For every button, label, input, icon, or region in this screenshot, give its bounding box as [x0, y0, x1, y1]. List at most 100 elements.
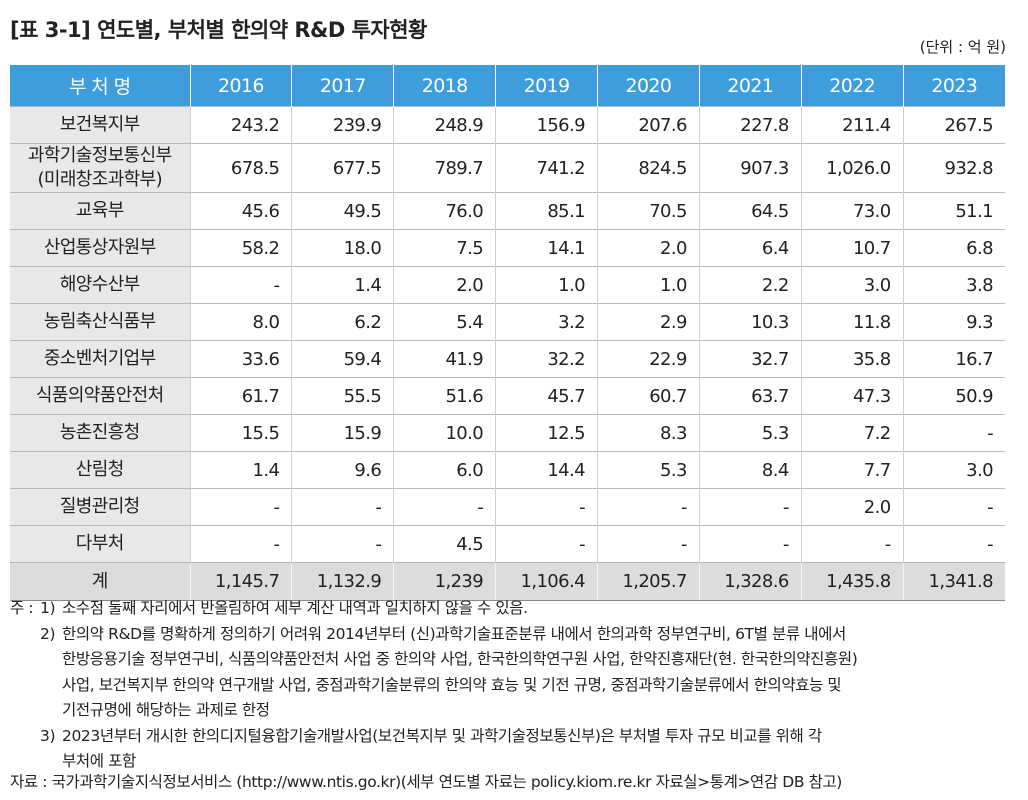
name-line: 계	[91, 570, 109, 592]
cell: 55.5	[291, 377, 394, 415]
cell: 677.5	[291, 143, 394, 193]
cell: 45.6	[189, 192, 292, 230]
note-line: 한방응용기술 정부연구비, 식품의약품안전처 사업 중 한의약 사업, 한국한의…	[10, 647, 858, 673]
cell: 41.9	[393, 340, 496, 378]
cell: 6.8	[902, 229, 1005, 267]
name-line: 보건복지부	[59, 114, 140, 135]
note-prefix: 주 :	[10, 599, 34, 617]
cell: 267.5	[902, 106, 1005, 144]
cell: 32.7	[698, 340, 802, 378]
note-line: 3) 2023년부터 개시한 한의디지털융합기술개발사업(보건복지부 및 과학기술…	[10, 724, 857, 750]
cell: 63.7	[698, 377, 802, 415]
row: 교육부 45.6 49.5 76.0 85.1 70.5 64.5 73.0 51.1	[10, 192, 1005, 230]
header-row: 부 처 명 2016 2017 2018 2019 2020 2021 2022 2023	[10, 65, 1005, 107]
cell: 59.4	[291, 340, 394, 378]
row: 질병관리청 - - - - - -2.0-	[10, 488, 1005, 526]
row: 계 1,145.7 1,132.9 1,239 1,106.4 1,205.7 1,328.…	[10, 562, 1005, 601]
cell: 32.2	[495, 340, 598, 378]
cell: 14.4	[495, 451, 598, 489]
cell: 5.3	[698, 414, 802, 452]
cell: -	[597, 525, 700, 563]
cell: 1,132.9	[291, 562, 394, 601]
row-name: 산림청	[10, 451, 190, 489]
row: 산업통상자원부 58.2 18.0 7.5 14.1 2.0 6.4 10.7 6.8	[10, 229, 1005, 267]
cell: 6.4	[698, 229, 802, 267]
source: 자료 : 국가과학기술지식정보서비스 (http://www.ntis.go.k…	[10, 773, 842, 791]
column-header: 2018	[393, 65, 496, 107]
cell: 824.5	[597, 143, 700, 193]
row-name: 해양수산부	[10, 266, 190, 304]
cell: 1,026.0	[800, 143, 904, 193]
cell: 907.3	[698, 143, 802, 193]
cell: 8.3	[597, 414, 700, 452]
row: 농림축산식품부 8.0 6.2 5.4 3.2 2.9 10.3 11.8 9.3	[10, 303, 1005, 341]
name-line: 농촌진흥청	[59, 422, 140, 443]
notes: 주 : 1) 소수점 둘째 자리에서 반올림하여 세부 계산 내역과 일치하지 않을…	[10, 596, 858, 775]
cell: -	[495, 488, 598, 526]
note-text: 기전규명에 해당하는 과제로 한정	[62, 701, 270, 719]
cell: 3.0	[902, 451, 1005, 489]
cell: 45.7	[495, 377, 598, 415]
row-name: 계	[10, 562, 190, 601]
name-line: 질병관리청	[59, 496, 140, 517]
name-line: 해양수산부	[59, 274, 140, 295]
cell: 5.4	[393, 303, 496, 341]
cell: 33.6	[189, 340, 292, 378]
name-line: 농림축산식품부	[43, 311, 156, 332]
cell: 7.7	[800, 451, 904, 489]
note-text: 부처에 포함	[62, 752, 136, 770]
cell: -	[291, 488, 394, 526]
note-num: 1)	[40, 599, 56, 617]
cell: -	[902, 488, 1005, 526]
note-line: 기전규명에 해당하는 과제로 한정	[10, 698, 857, 724]
cell: -	[698, 525, 802, 563]
cell: 211.4	[800, 106, 904, 144]
name-line: 다부처	[75, 533, 124, 554]
cell: 678.5	[189, 143, 292, 193]
note-num: 3)	[40, 726, 56, 745]
cell: 5.3	[597, 451, 700, 489]
cell: 58.2	[189, 229, 292, 267]
column-header: 2023	[902, 65, 1005, 107]
row-name: 농촌진흥청	[10, 414, 190, 452]
cell: 10.3	[698, 303, 802, 341]
cell: -	[597, 488, 700, 526]
cell: 789.7	[393, 143, 496, 193]
column-header: 부 처 명	[10, 65, 190, 107]
row: 과학기술정보통신부 (미래창조과학부) 678.5 677.5 789.7 741.2 82…	[10, 143, 1005, 193]
cell: 1.0	[597, 266, 700, 304]
name-line: (미래창조과학부)	[37, 169, 163, 190]
note-text: 소수점 둘째 자리에서 반올림하여 세부 계산 내역과 일치하지 않을 수 있음…	[62, 599, 528, 617]
row: 식품의약품안전처 61.7 55.5 51.6 45.7 60.7 63.7 47.3 50.9	[10, 377, 1005, 415]
note-text: 사업, 보건복지부 한의약 연구개발 사업, 중점과학기술분류의 한의약 효능 …	[62, 675, 842, 694]
cell: 15.5	[189, 414, 292, 452]
cell: -	[189, 266, 292, 304]
cell: 15.9	[291, 414, 394, 452]
note-num	[40, 673, 62, 699]
cell: 3.8	[902, 266, 1005, 304]
cell: 14.1	[495, 229, 598, 267]
note-num	[40, 698, 62, 724]
name-line: 산업통상자원부	[43, 237, 156, 258]
cell: 3.2	[495, 303, 598, 341]
cell: 741.2	[495, 143, 598, 193]
cell: 243.2	[189, 106, 292, 144]
cell: 22.9	[597, 340, 700, 378]
column-header: 2020	[597, 65, 700, 107]
cell: 16.7	[902, 340, 1005, 378]
row: 산림청 1.4 9.6 6.0 14.4 5.3 8.4 7.7 3.0	[10, 451, 1005, 489]
cell: 1,145.7	[189, 562, 292, 601]
cell: 2.9	[597, 303, 700, 341]
cell: 248.9	[393, 106, 496, 144]
cell: 51.6	[393, 377, 496, 415]
note-prefix	[10, 622, 40, 648]
row-name: 다부처	[10, 525, 190, 563]
note-text: 한방응용기술 정부연구비, 식품의약품안전처 사업 중 한의약 사업, 한국한의…	[62, 650, 858, 668]
name-line: 과학기술정보통신부	[27, 145, 172, 166]
cell: 1,106.4	[495, 562, 598, 601]
note-line: 부처에 포함	[10, 749, 857, 775]
cell: 73.0	[800, 192, 904, 230]
row-name: 식품의약품안전처	[10, 377, 190, 415]
cell: 49.5	[291, 192, 394, 230]
name-line: 산림청	[75, 459, 124, 480]
